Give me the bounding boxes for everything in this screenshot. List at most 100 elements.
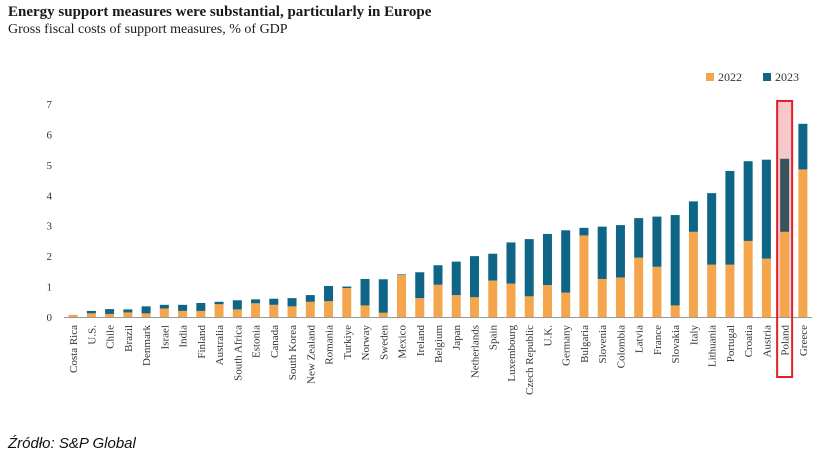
bar-2022 (86, 313, 96, 317)
bar-2022 (324, 301, 334, 317)
bar-2023 (269, 298, 279, 305)
x-tick-label: Israel (159, 325, 171, 349)
bar-2023 (415, 272, 425, 299)
x-tick-label: Bulgaria (579, 325, 591, 363)
bar-2022 (397, 275, 407, 317)
bar-2023 (780, 158, 790, 232)
bar-2023 (798, 123, 808, 170)
bar-2023 (725, 170, 735, 265)
x-tick-label: Estonia (251, 325, 263, 358)
x-tick-label: India (178, 325, 190, 348)
x-tick-label: Slovakia (670, 325, 682, 364)
bar-2023 (469, 256, 479, 298)
bar-2022 (196, 310, 206, 317)
x-tick-label: Norway (360, 325, 372, 361)
bar-2022 (68, 314, 78, 317)
bar-2022 (743, 240, 753, 317)
bar-2023 (196, 303, 206, 311)
bar-2023 (141, 306, 151, 314)
bar-2023 (615, 225, 625, 278)
bar-2022 (415, 298, 425, 317)
bar-2022 (652, 266, 662, 317)
bar-2022 (159, 308, 169, 317)
bar-2023 (232, 300, 242, 310)
bar-2022 (561, 292, 571, 317)
x-tick-label: Turkiye (342, 325, 354, 360)
bar-2022 (342, 288, 352, 317)
legend-label-2023: 2023 (775, 70, 799, 84)
bar-2022 (725, 264, 735, 317)
bar-2023 (652, 216, 662, 267)
bar-2023 (506, 242, 516, 284)
bar-2023 (597, 226, 607, 279)
bar-2023 (342, 286, 352, 289)
bar-2023 (579, 227, 589, 236)
bar-2023 (324, 285, 334, 302)
x-tick-label: U.K. (542, 325, 554, 347)
bar-2022 (670, 305, 680, 317)
bar-2023 (251, 299, 261, 304)
x-tick-label: Denmark (141, 325, 153, 366)
y-tick-label: 6 (47, 129, 53, 141)
x-tick-label: Lithuania (707, 325, 719, 367)
legend-swatch-2022 (706, 73, 714, 81)
bar-2023 (433, 265, 443, 285)
x-tick-label: Germany (561, 325, 573, 366)
x-tick-label: Ireland (415, 325, 427, 357)
x-tick-label: Croatia (743, 325, 755, 357)
bar-2022 (707, 264, 717, 317)
bar-2023 (305, 295, 315, 302)
bar-2022 (579, 235, 589, 317)
bar-2022 (433, 284, 443, 317)
bar-2023 (178, 304, 188, 311)
x-tick-label: Greece (798, 325, 810, 356)
x-tick-label: Austria (761, 325, 773, 358)
bar-2022 (378, 312, 388, 317)
y-tick-label: 1 (47, 282, 53, 294)
x-tick-label: Luxembourg (506, 325, 518, 382)
x-tick-label: New Zealand (305, 325, 317, 384)
x-tick-label: Netherlands (469, 325, 481, 378)
x-tick-label: South Africa (232, 325, 244, 381)
bar-2023 (360, 278, 370, 306)
bar-2022 (141, 313, 151, 317)
x-tick-label: Czech Republic (524, 325, 536, 395)
x-tick-label: Brazil (123, 325, 135, 352)
bar-2023 (761, 159, 771, 259)
x-tick-label: U.S. (86, 325, 98, 345)
x-tick-label: Romania (324, 325, 336, 365)
y-tick-label: 0 (47, 312, 53, 324)
bar-2022 (615, 277, 625, 317)
bar-2022 (597, 278, 607, 317)
bar-2023 (214, 301, 224, 305)
legend-label-2022: 2022 (718, 70, 742, 84)
bar-2022 (123, 312, 133, 317)
bars (68, 123, 808, 317)
y-tick-label: 3 (47, 221, 53, 233)
bar-2022 (360, 305, 370, 317)
chart-title: Energy support measures were substantial… (8, 4, 432, 20)
bar-2023 (561, 230, 571, 293)
bar-2023 (378, 279, 388, 313)
bar-2023 (707, 193, 717, 265)
y-tick-label: 7 (47, 99, 53, 111)
x-tick-label: France (652, 325, 664, 355)
bar-2022 (542, 285, 552, 317)
bar-2022 (105, 313, 115, 317)
bar-2023 (670, 215, 680, 306)
x-tick-label: Spain (488, 325, 500, 351)
x-tick-label: Sweden (378, 325, 390, 360)
bar-2023 (86, 310, 96, 314)
bar-2023 (451, 261, 461, 296)
chart-subtitle: Gross fiscal costs of support measures, … (8, 22, 288, 37)
bar-2022 (305, 301, 315, 317)
y-tick-label: 2 (47, 251, 53, 263)
highlight-box (776, 99, 794, 378)
bar-2022 (688, 231, 698, 317)
bar-2022 (287, 306, 297, 317)
y-tick-label: 4 (47, 190, 53, 202)
bar-2022 (798, 169, 808, 317)
y-axis-ticks: 0 1 2 3 4 5 6 7 (47, 99, 812, 324)
bar-2022 (488, 280, 498, 317)
